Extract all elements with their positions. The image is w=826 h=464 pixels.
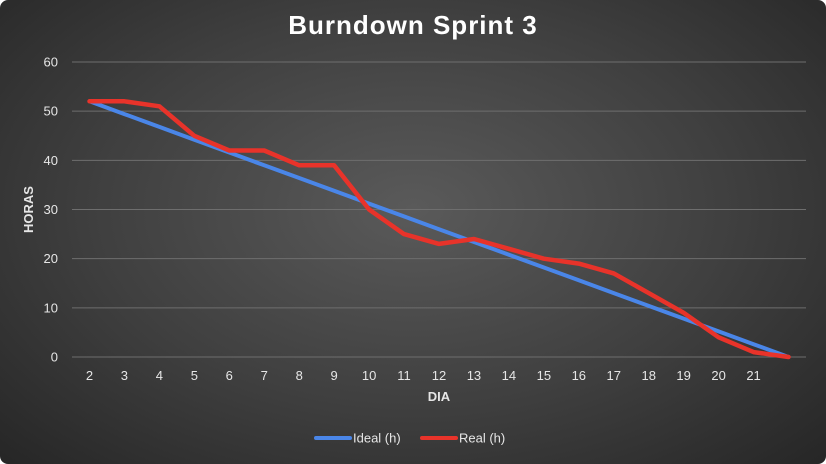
x-tick-label: 12 xyxy=(432,368,446,383)
x-tick-label: 16 xyxy=(572,368,586,383)
x-tick-label: 8 xyxy=(296,368,303,383)
series-line-real xyxy=(87,99,791,360)
legend-label: Real (h) xyxy=(459,431,505,446)
y-tick-label: 10 xyxy=(44,300,58,315)
y-tick-label: 30 xyxy=(44,202,58,217)
x-tick-label: 10 xyxy=(362,368,376,383)
y-axis-label: HORAS xyxy=(21,186,36,233)
y-tick-label: 50 xyxy=(44,104,58,119)
x-tick-label: 3 xyxy=(121,368,128,383)
x-tick-label: 9 xyxy=(331,368,338,383)
x-tick-label: 18 xyxy=(641,368,655,383)
series-line-ideal xyxy=(87,99,791,359)
x-tick-label: 15 xyxy=(537,368,551,383)
x-tick-label: 14 xyxy=(502,368,516,383)
x-tick-label: 2 xyxy=(86,368,93,383)
legend-label: Ideal (h) xyxy=(353,431,401,446)
x-tick-label: 21 xyxy=(746,368,760,383)
x-tick-label: 4 xyxy=(156,368,163,383)
y-tick-label: 40 xyxy=(44,153,58,168)
x-tick-label: 20 xyxy=(711,368,725,383)
x-tick-label: 19 xyxy=(676,368,690,383)
x-tick-label: 11 xyxy=(397,368,411,383)
x-axis-label: DIA xyxy=(428,389,451,404)
x-tick-label: 13 xyxy=(467,368,481,383)
y-tick-label: 20 xyxy=(44,251,58,266)
x-tick-label: 6 xyxy=(226,368,233,383)
y-tick-label: 60 xyxy=(44,55,58,70)
chart-title: Burndown Sprint 3 xyxy=(288,10,538,40)
y-tick-label: 0 xyxy=(51,350,58,365)
x-tick-label: 5 xyxy=(191,368,198,383)
x-tick-label: 7 xyxy=(261,368,268,383)
x-tick-label: 17 xyxy=(607,368,621,383)
